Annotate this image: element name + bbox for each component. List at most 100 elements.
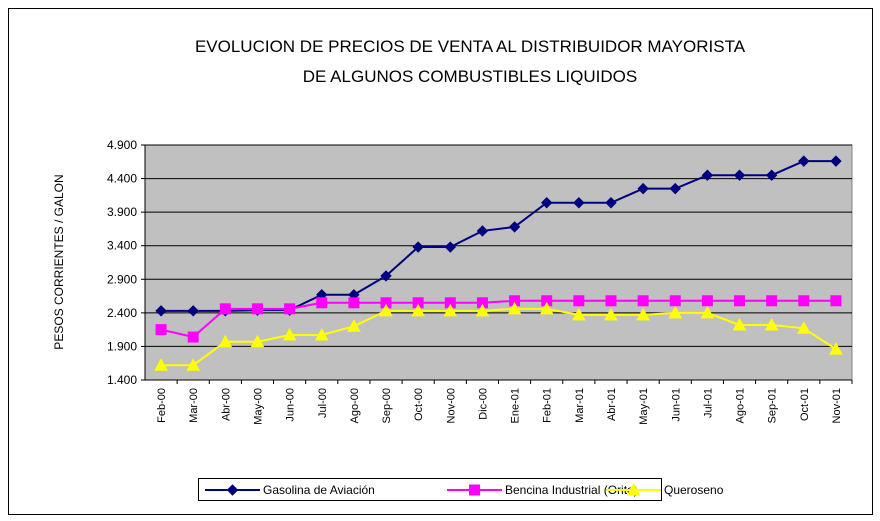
x-tick-label: Dic-00 [477, 388, 489, 420]
marker [637, 182, 649, 195]
marker [251, 303, 263, 315]
x-tick-label: May-00 [252, 388, 264, 425]
y-tick-label: 1.900 [107, 339, 137, 353]
x-tick-label: Jul-01 [702, 388, 714, 418]
x-tick-label: Ago-01 [735, 388, 747, 423]
marker [187, 331, 199, 343]
y-tick-label: 3.400 [107, 239, 137, 253]
marker [626, 482, 641, 496]
marker [411, 303, 426, 317]
plot-area [144, 144, 853, 381]
legend-label: Queroseno [664, 483, 724, 497]
chart-title: DE ALGUNOS COMBUSTIBLES LIQUIDOS [303, 67, 637, 86]
marker [155, 305, 167, 317]
y-tick-label: 2.400 [107, 306, 137, 320]
marker [540, 197, 553, 209]
marker [732, 317, 747, 331]
marker [605, 197, 617, 209]
marker [250, 334, 265, 348]
legend [198, 478, 662, 501]
marker [669, 295, 681, 307]
marker [282, 327, 297, 341]
marker [155, 324, 167, 336]
marker [380, 270, 392, 282]
x-tick-label: Oct-01 [799, 388, 811, 421]
marker [469, 484, 480, 496]
marker [314, 327, 329, 341]
marker [830, 155, 842, 167]
marker [701, 295, 713, 307]
marker [284, 303, 296, 315]
x-tick-label: Ago-00 [349, 388, 361, 423]
marker [444, 241, 457, 253]
marker [766, 295, 778, 307]
marker [636, 307, 650, 321]
marker [734, 295, 746, 307]
y-tick-label: 4.900 [107, 138, 137, 152]
marker [637, 295, 649, 307]
marker [476, 225, 489, 237]
marker [508, 221, 521, 233]
legend-label: Bencina Industrial (Orito) [505, 483, 638, 497]
marker [475, 303, 490, 317]
marker [187, 305, 199, 317]
x-tick-label: Jun-01 [670, 388, 682, 422]
marker [573, 295, 585, 307]
y-tick-label: 3.900 [107, 205, 137, 219]
x-tick-label: Feb-00 [156, 388, 168, 423]
series-line [161, 307, 837, 367]
marker [798, 295, 810, 307]
marker [669, 182, 681, 195]
marker [412, 241, 424, 253]
x-tick-label: Mar-01 [574, 388, 586, 423]
x-tick-label: May-01 [638, 388, 650, 425]
marker [539, 301, 554, 315]
marker [796, 321, 811, 334]
marker [443, 303, 458, 317]
x-tick-label: Sep-00 [381, 388, 393, 423]
marker [218, 334, 233, 348]
y-axis-label: PESOS CORRIENTES / GALON [52, 174, 66, 349]
marker [571, 307, 586, 321]
x-tick-label: Nov-00 [445, 388, 457, 423]
y-tick-label: 4.400 [107, 172, 137, 186]
marker [604, 307, 618, 321]
marker [316, 297, 328, 309]
marker [573, 197, 585, 209]
marker [154, 358, 168, 371]
marker [379, 303, 393, 317]
y-tick-label: 2.900 [107, 272, 137, 286]
marker [733, 169, 746, 181]
series-line [160, 299, 836, 339]
x-tick-label: Ene-01 [510, 388, 522, 423]
x-tick-label: Nov-01 [831, 388, 843, 423]
x-tick-label: Jun-00 [285, 388, 297, 422]
marker [830, 295, 842, 307]
x-tick-label: Mar-00 [188, 388, 200, 423]
marker [798, 155, 810, 167]
marker [348, 297, 360, 309]
x-tick-label: Jul-00 [317, 388, 329, 418]
chart-title: EVOLUCION DE PRECIOS DE VENTA AL DISTRIB… [195, 37, 746, 56]
marker [668, 305, 683, 319]
marker [701, 169, 714, 181]
marker [765, 169, 778, 181]
marker [219, 303, 231, 315]
marker [226, 484, 239, 496]
marker [186, 358, 201, 371]
marker [700, 305, 715, 319]
y-tick-label: 1.400 [107, 373, 137, 387]
legend-label: Gasolina de Aviación [263, 483, 375, 497]
x-tick-label: Feb-01 [542, 388, 554, 423]
x-tick-label: Sep-01 [767, 388, 779, 423]
marker [507, 301, 522, 315]
x-tick-label: Abr-00 [220, 388, 232, 421]
x-tick-label: Oct-00 [413, 388, 425, 421]
series-line [161, 160, 836, 312]
marker [829, 342, 843, 355]
x-tick-label: Abr-01 [606, 388, 618, 421]
marker [764, 317, 779, 331]
marker [605, 295, 617, 307]
